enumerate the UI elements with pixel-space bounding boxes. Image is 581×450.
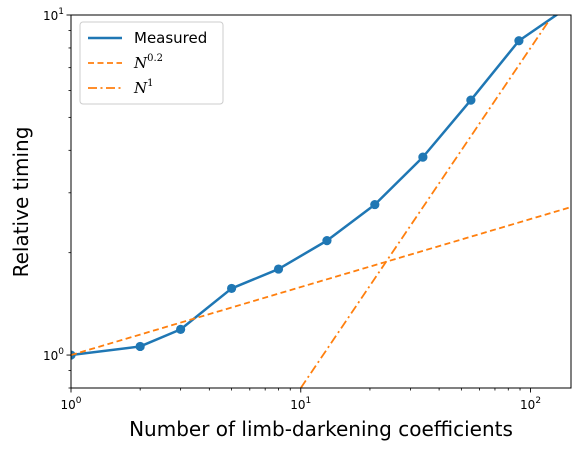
data-point — [273, 264, 284, 274]
legend-label: N1 — [133, 78, 154, 97]
legend-label: N0.2 — [133, 53, 163, 72]
data-point — [370, 199, 380, 210]
series-group — [71, 15, 571, 388]
minor-ticks — [68, 30, 521, 391]
legend-label: Measured — [134, 29, 207, 47]
series-line-1 — [71, 206, 571, 356]
plot-frame — [70, 14, 572, 389]
x-tick-label: 102 — [520, 396, 541, 412]
legend-box — [79, 21, 224, 105]
legend: Measured N0.2 N1 — [79, 21, 224, 105]
x-tick-label: 100 — [60, 396, 81, 412]
y-axis-title: Relative timing — [9, 127, 33, 278]
data-point — [322, 236, 332, 246]
x-tick-label: 101 — [290, 396, 311, 412]
data-point — [135, 341, 145, 352]
plot-area: 100 101 102 100 101 — [43, 7, 572, 412]
y-tick-label: 101 — [43, 7, 64, 23]
data-point — [466, 95, 476, 105]
data-point — [514, 36, 524, 46]
data-point — [418, 152, 428, 162]
data-point — [227, 283, 237, 294]
data-point — [176, 324, 186, 334]
series-line-2 — [300, 20, 550, 388]
x-axis-title: Number of limb-darkening coefficients — [129, 417, 513, 441]
y-tick-label: 100 — [43, 347, 64, 363]
